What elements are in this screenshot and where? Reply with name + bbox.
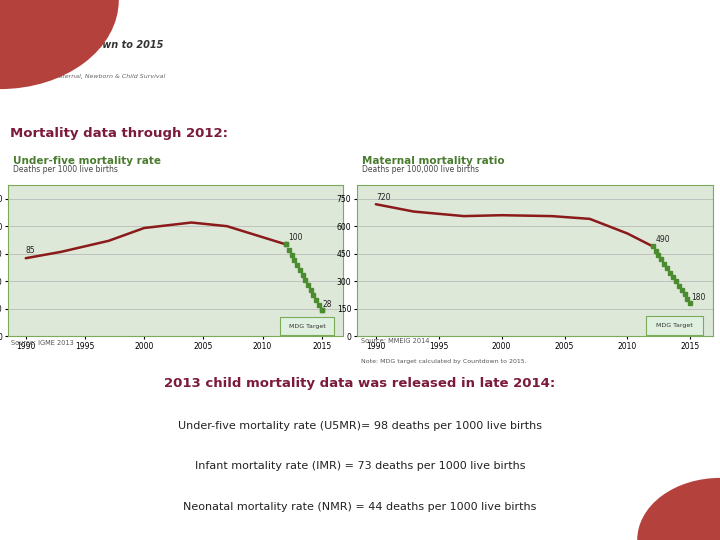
Text: 180: 180 bbox=[692, 293, 706, 302]
Text: Maternal, Newborn & Child Survival: Maternal, Newborn & Child Survival bbox=[53, 74, 166, 79]
Text: 100: 100 bbox=[289, 233, 303, 242]
Wedge shape bbox=[0, 0, 119, 89]
Text: Countdown to 2015: Countdown to 2015 bbox=[55, 40, 163, 50]
Text: 2013 child mortality data was released in late 2014:: 2013 child mortality data was released i… bbox=[164, 377, 556, 390]
Text: Neonatal mortality rate (NMR) = 44 deaths per 1000 live births: Neonatal mortality rate (NMR) = 44 death… bbox=[184, 502, 536, 511]
Text: Under-five mortality rate: Under-five mortality rate bbox=[13, 156, 161, 166]
Text: 85: 85 bbox=[26, 246, 35, 255]
FancyBboxPatch shape bbox=[647, 316, 703, 335]
Text: MDG Target: MDG Target bbox=[289, 325, 325, 329]
Text: Deaths per 1000 live births: Deaths per 1000 live births bbox=[13, 165, 118, 174]
Text: Under-five mortality rate (U5MR)= 98 deaths per 1000 live births: Under-five mortality rate (U5MR)= 98 dea… bbox=[178, 421, 542, 431]
Text: Source: IGME 2013: Source: IGME 2013 bbox=[12, 340, 74, 346]
Text: Infant mortality rate (IMR) = 73 deaths per 1000 live births: Infant mortality rate (IMR) = 73 deaths … bbox=[194, 461, 526, 471]
Text: Deaths per 100,000 live births: Deaths per 100,000 live births bbox=[362, 165, 480, 174]
Text: Note: MDG target calculated by Countdown to 2015.: Note: MDG target calculated by Countdown… bbox=[361, 359, 526, 363]
Text: Maternal mortality ratio: Maternal mortality ratio bbox=[362, 156, 505, 166]
Text: MDG Target: MDG Target bbox=[656, 323, 693, 328]
Text: 490: 490 bbox=[655, 235, 670, 244]
Wedge shape bbox=[637, 478, 720, 540]
Text: Mortality data through 2012:: Mortality data through 2012: bbox=[10, 126, 228, 139]
Text: 28: 28 bbox=[323, 300, 333, 309]
Text: Source: MMEIG 2014: Source: MMEIG 2014 bbox=[361, 338, 429, 344]
Text: 720: 720 bbox=[376, 193, 390, 201]
Text: National progress towards
MDGs 4 & 5: National progress towards MDGs 4 & 5 bbox=[314, 31, 616, 75]
FancyBboxPatch shape bbox=[280, 317, 333, 335]
